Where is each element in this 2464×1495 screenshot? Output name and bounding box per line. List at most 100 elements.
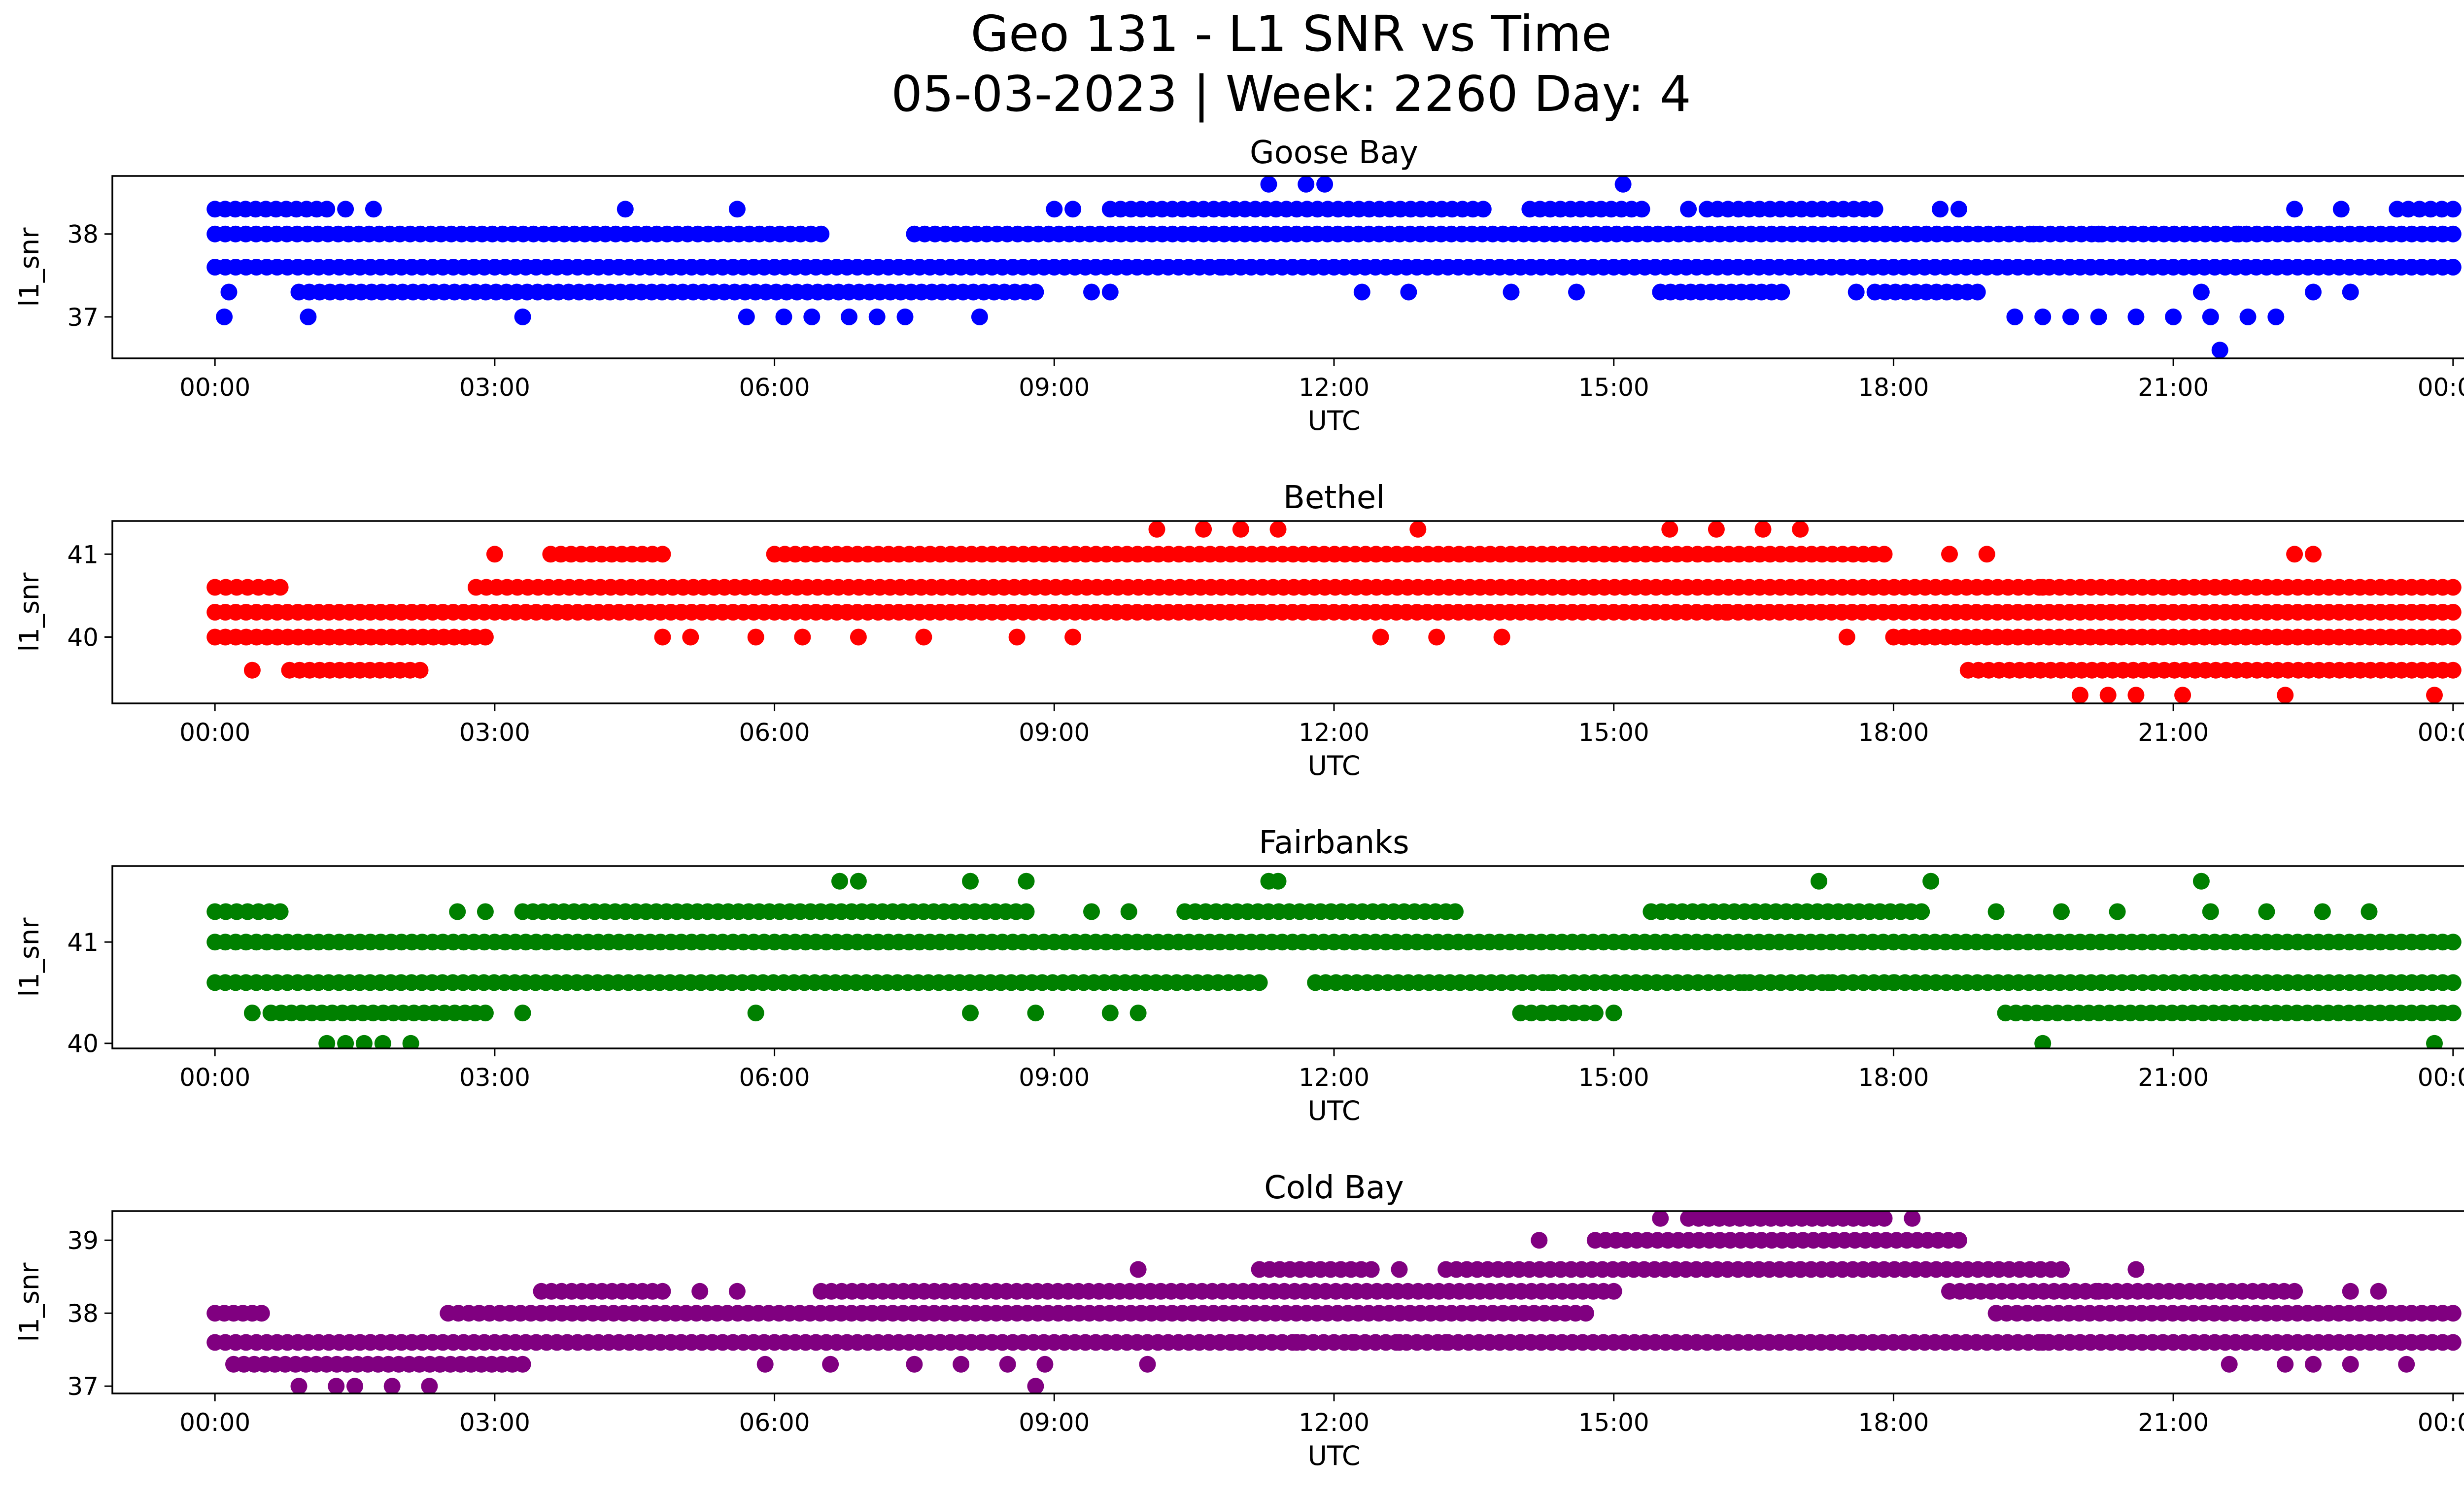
data-point [1437, 1334, 1455, 1351]
data-point [2034, 308, 2052, 325]
data-point [1792, 1261, 1809, 1278]
x-axis-label: UTC [1307, 405, 1360, 436]
data-point [1316, 176, 1334, 193]
data-point [1754, 521, 1772, 538]
data-point [654, 1283, 671, 1300]
data-point [2034, 579, 2052, 596]
x-tick-label: 12:00 [1299, 718, 1369, 747]
data-point [2277, 1356, 2294, 1373]
data-point [1586, 1005, 1604, 1022]
marker-layer [206, 521, 2462, 703]
data-point [2034, 1334, 2052, 1351]
x-tick-label: 00:00 [179, 718, 250, 747]
data-point [337, 201, 354, 218]
data-point [1708, 521, 1725, 538]
data-point [1027, 1005, 1044, 1022]
x-tick-label: 15:00 [1578, 373, 1649, 402]
data-point [1036, 1356, 1054, 1373]
y-axis-label: l1_snr [14, 1262, 45, 1342]
x-tick-label: 15:00 [1578, 1063, 1649, 1092]
data-point [1046, 201, 1063, 218]
data-point [1493, 628, 1510, 646]
data-point [1101, 283, 1119, 301]
data-point [1474, 201, 1492, 218]
data-point [2305, 1356, 2322, 1373]
y-axis-label: l1_snr [14, 917, 45, 997]
data-point [486, 546, 503, 563]
data-point [2361, 903, 2378, 920]
data-point [1876, 546, 1893, 563]
data-point [2090, 225, 2107, 243]
x-tick-label: 18:00 [1858, 1063, 1929, 1092]
data-point [2071, 687, 2088, 703]
data-point [2174, 687, 2191, 703]
data-point [2342, 1356, 2359, 1373]
data-point [1969, 283, 1986, 301]
data-point [1950, 1232, 1967, 1249]
data-point [2370, 1283, 2387, 1300]
data-point [1027, 1378, 1044, 1393]
x-tick-label: 21:00 [2138, 373, 2209, 402]
data-point [2426, 1035, 2443, 1048]
data-point [1428, 628, 1445, 646]
data-point [906, 1356, 923, 1373]
data-point [402, 1035, 419, 1048]
data-point [2127, 308, 2145, 325]
data-point [2192, 283, 2210, 301]
panel-fairbanks: Fairbanks UTC l1_snr 00:00 03:00 06:00 09:0… [14, 825, 2464, 1126]
data-point [1447, 903, 1464, 920]
data-point [1568, 283, 1585, 301]
data-point [738, 308, 755, 325]
data-point [2127, 1261, 2145, 1278]
data-point [2211, 342, 2228, 358]
data-point [1298, 176, 1315, 193]
data-point [1391, 1261, 1408, 1278]
data-point [300, 308, 317, 325]
x-tick-label: 15:00 [1578, 1408, 1649, 1437]
data-point [1941, 546, 1958, 563]
marker-layer [206, 176, 2462, 358]
data-point [1195, 521, 1212, 538]
data-point [477, 628, 494, 646]
data-point [1269, 521, 1287, 538]
data-point [2444, 1334, 2462, 1351]
data-point [1139, 1356, 1156, 1373]
data-point [1008, 628, 1026, 646]
data-point [1344, 1334, 1361, 1351]
data-point [2332, 201, 2350, 218]
data-point [2305, 283, 2322, 301]
data-point [411, 661, 429, 679]
data-point [216, 308, 233, 325]
data-point [449, 903, 466, 920]
data-point [1288, 1334, 1305, 1351]
panel-title: Goose Bay [1250, 135, 1418, 171]
data-point [1260, 176, 1277, 193]
x-tick-label: 21:00 [2138, 1063, 2209, 1092]
x-tick-label: 12:00 [1299, 1408, 1369, 1437]
data-point [2053, 1261, 2070, 1278]
data-point [1129, 1005, 1147, 1022]
x-tick-label: 03:00 [459, 1408, 530, 1437]
x-tick-label: 00:00 [179, 373, 250, 402]
data-point [2258, 903, 2275, 920]
data-point [477, 1005, 494, 1022]
x-tick-label: 15:00 [1578, 718, 1649, 747]
x-tick-label: 09:00 [1019, 718, 1090, 747]
data-point [421, 1378, 438, 1393]
x-tick-label: 00:00 [2418, 1063, 2464, 1092]
x-tick-label: 21:00 [2138, 1408, 2209, 1437]
data-point [1018, 872, 1035, 890]
data-point [2230, 225, 2247, 243]
data-point [2444, 661, 2462, 679]
data-point [1605, 1005, 1622, 1022]
data-point [2398, 1356, 2415, 1373]
panel-bethel: Bethel UTC l1_snr 00:00 03:00 06:00 09:00 12… [14, 480, 2464, 781]
x-tick-label: 06:00 [739, 718, 810, 747]
data-point [2444, 1305, 2462, 1322]
x-tick-label: 00:00 [2418, 373, 2464, 402]
data-point [1372, 628, 1389, 646]
data-point [2444, 225, 2462, 243]
data-point [1363, 1261, 1380, 1278]
data-point [896, 308, 914, 325]
